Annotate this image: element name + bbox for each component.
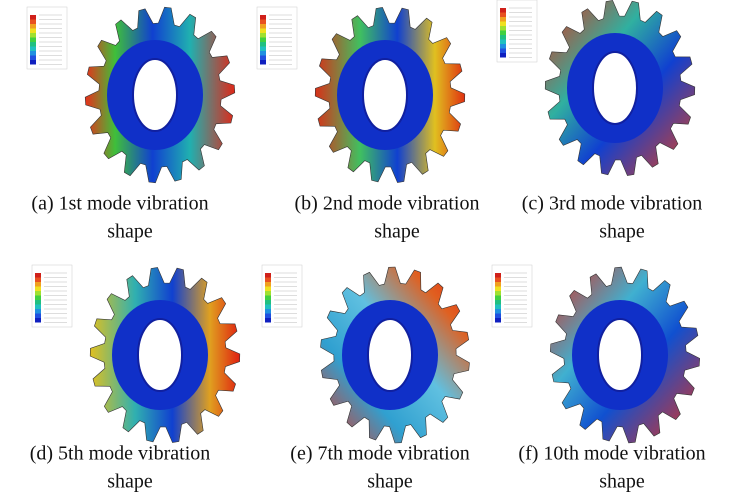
legend-swatch: [35, 282, 41, 287]
legend-swatch: [35, 318, 41, 323]
caption: shape: [374, 221, 420, 243]
legend-swatch: [35, 291, 41, 296]
legend-swatch: [260, 20, 266, 25]
legend-swatch: [30, 51, 36, 56]
legend-swatch: [260, 60, 266, 65]
legend-swatch: [30, 56, 36, 61]
gear-image: [497, 0, 695, 176]
legend-swatch: [260, 51, 266, 56]
legend-swatch: [260, 29, 266, 34]
legend-swatch: [500, 31, 506, 36]
legend-swatch: [500, 35, 506, 40]
legend-swatch: [35, 314, 41, 319]
legend-swatch: [500, 22, 506, 27]
legend-swatch: [500, 13, 506, 18]
legend-swatch: [500, 49, 506, 54]
legend-swatch: [35, 278, 41, 283]
legend-swatch: [30, 60, 36, 65]
legend-swatch: [500, 44, 506, 49]
caption: (e) 7th mode vibration: [290, 443, 469, 465]
legend-swatch: [495, 300, 501, 305]
legend-swatch: [495, 309, 501, 314]
legend-swatch: [500, 40, 506, 45]
legend-swatch: [30, 29, 36, 34]
legend-swatch: [495, 305, 501, 310]
legend-swatch: [260, 33, 266, 38]
caption: (b) 2nd mode vibration: [295, 193, 480, 215]
caption: (d) 5th mode vibration: [30, 443, 211, 465]
legend-swatch: [500, 26, 506, 31]
legend-swatch: [30, 33, 36, 38]
legend-swatch: [30, 20, 36, 25]
legend-swatch: [35, 287, 41, 292]
legend-swatch: [30, 38, 36, 43]
legend-swatch: [30, 24, 36, 29]
legend-swatch: [495, 318, 501, 323]
gear-bore: [593, 52, 637, 124]
legend-swatch: [260, 15, 266, 20]
gear-image: [262, 265, 470, 443]
caption: shape: [107, 221, 153, 243]
legend-swatch: [495, 273, 501, 278]
caption: shape: [107, 471, 153, 493]
legend-swatch: [35, 309, 41, 314]
legend-swatch: [260, 38, 266, 43]
gear-image: [257, 7, 465, 183]
legend-swatch: [265, 314, 271, 319]
legend-swatch: [500, 8, 506, 13]
legend-swatch: [35, 300, 41, 305]
legend-swatch: [265, 287, 271, 292]
caption: shape: [367, 471, 413, 493]
gear-image: [492, 265, 700, 443]
gear-bore: [133, 59, 177, 131]
caption: (f) 10th mode vibration: [518, 443, 705, 465]
legend-swatch: [265, 291, 271, 296]
legend-swatch: [495, 296, 501, 301]
legend-swatch: [495, 282, 501, 287]
gear-bore: [363, 59, 407, 131]
legend-swatch: [265, 296, 271, 301]
caption: (c) 3rd mode vibration: [522, 193, 703, 215]
legend-swatch: [495, 278, 501, 283]
legend-swatch: [495, 291, 501, 296]
legend-swatch: [265, 273, 271, 278]
legend-swatch: [30, 42, 36, 47]
gear-image: [27, 7, 235, 183]
legend-swatch: [265, 309, 271, 314]
gear-image: [32, 265, 240, 443]
legend-swatch: [35, 273, 41, 278]
legend-swatch: [260, 24, 266, 29]
figure: (a) 1st mode vibration shape (b) 2nd mode …: [0, 0, 739, 497]
caption: shape: [599, 471, 645, 493]
legend-swatch: [260, 47, 266, 52]
legend-swatch: [495, 314, 501, 319]
legend-swatch: [265, 318, 271, 323]
legend-swatch: [500, 17, 506, 22]
legend-swatch: [500, 53, 506, 58]
gear-bore: [138, 319, 182, 391]
gear-bore: [598, 319, 642, 391]
legend-swatch: [260, 56, 266, 61]
legend-swatch: [495, 287, 501, 292]
legend-swatch: [265, 305, 271, 310]
legend-swatch: [260, 42, 266, 47]
legend-swatch: [265, 278, 271, 283]
legend-swatch: [265, 300, 271, 305]
legend-swatch: [265, 282, 271, 287]
legend-swatch: [30, 47, 36, 52]
legend-swatch: [35, 305, 41, 310]
legend-swatch: [30, 15, 36, 20]
gear-bore: [368, 319, 412, 391]
caption: (a) 1st mode vibration: [31, 193, 208, 215]
caption: shape: [599, 221, 645, 243]
legend-swatch: [35, 296, 41, 301]
